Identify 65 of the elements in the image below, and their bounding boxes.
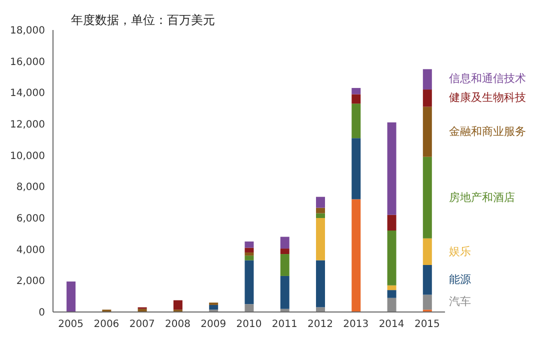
y-tick-label: 18,000 bbox=[10, 26, 45, 37]
bar bbox=[352, 104, 361, 138]
y-tick-label: 4,000 bbox=[16, 244, 45, 256]
bar bbox=[244, 242, 254, 248]
y-tick-label: 0 bbox=[38, 308, 45, 319]
bar bbox=[387, 230, 396, 286]
bar bbox=[387, 285, 396, 290]
bar bbox=[387, 290, 396, 298]
x-tick-label: 2008 bbox=[165, 319, 190, 330]
bar bbox=[280, 276, 290, 309]
series-label: 金融和商业服务 bbox=[449, 124, 526, 139]
x-tick-label: 2010 bbox=[236, 319, 262, 330]
bar bbox=[387, 298, 396, 312]
bar bbox=[244, 260, 254, 304]
x-tick-label: 2012 bbox=[308, 319, 333, 330]
bar bbox=[244, 256, 254, 260]
chart-title: 年度数据，单位：百万美元 bbox=[71, 12, 215, 29]
series-label: 健康及生物科技 bbox=[449, 90, 526, 106]
bar bbox=[280, 236, 290, 249]
bar bbox=[316, 218, 325, 260]
bar bbox=[352, 138, 361, 200]
y-tick-label: 8,000 bbox=[16, 182, 45, 194]
bar bbox=[422, 294, 432, 310]
x-tick-label: 2011 bbox=[272, 319, 298, 330]
bar bbox=[244, 304, 254, 312]
bar bbox=[422, 106, 432, 157]
x-tick-label: 2007 bbox=[129, 319, 155, 330]
bar bbox=[244, 248, 254, 252]
bar bbox=[422, 156, 432, 238]
bar bbox=[280, 254, 290, 276]
y-tick-label: 10,000 bbox=[10, 150, 45, 162]
bar bbox=[422, 69, 432, 90]
series-label: 汽车 bbox=[449, 294, 471, 310]
x-tick-label: 2009 bbox=[200, 319, 226, 330]
bar bbox=[66, 281, 76, 312]
x-tick-label: 2014 bbox=[378, 319, 404, 330]
bar bbox=[173, 300, 182, 310]
bar bbox=[387, 122, 396, 215]
series-label: 房地产和酒店 bbox=[449, 190, 515, 205]
bar bbox=[387, 214, 396, 231]
bar bbox=[316, 260, 325, 308]
x-tick-label: 2013 bbox=[343, 319, 369, 330]
bar bbox=[422, 238, 432, 265]
bar bbox=[209, 304, 218, 310]
bar bbox=[352, 94, 361, 104]
bar bbox=[352, 88, 361, 94]
series-label: 信息和通信技术 bbox=[449, 71, 526, 86]
y-tick-label: 14,000 bbox=[10, 88, 45, 100]
y-tick-label: 2,000 bbox=[16, 276, 45, 288]
bar bbox=[422, 90, 432, 107]
bar bbox=[316, 213, 325, 218]
series-label: 能源 bbox=[449, 272, 471, 287]
bar bbox=[244, 252, 254, 256]
x-tick-label: 2006 bbox=[94, 319, 120, 330]
series-label: 娱乐 bbox=[449, 244, 471, 259]
x-tick-label: 2015 bbox=[414, 319, 440, 330]
y-tick-label: 12,000 bbox=[10, 120, 45, 131]
y-tick-label: 16,000 bbox=[10, 56, 45, 68]
bar bbox=[280, 248, 290, 254]
bar bbox=[422, 265, 432, 295]
bar bbox=[316, 208, 325, 214]
x-tick-label: 2005 bbox=[58, 319, 84, 330]
bar bbox=[352, 199, 361, 312]
bar bbox=[316, 196, 325, 208]
y-tick-label: 6,000 bbox=[16, 214, 45, 225]
